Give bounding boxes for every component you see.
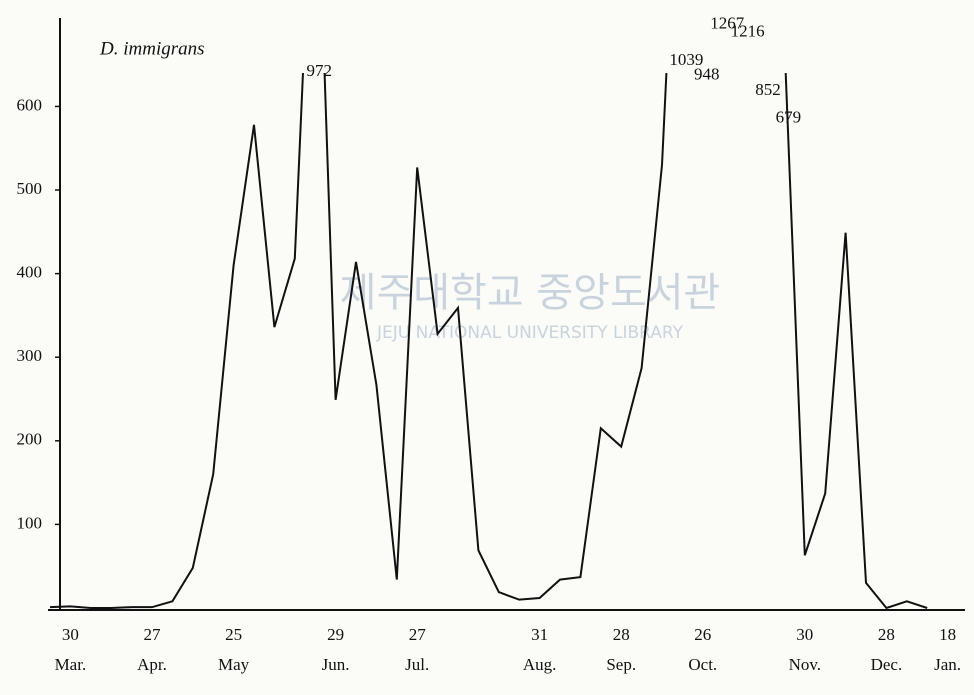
x-tick-label: 30 Nov. xyxy=(788,625,822,674)
y-tick-label: 100 xyxy=(17,513,43,532)
data-label: 852 xyxy=(755,80,781,99)
y-tick-label: 400 xyxy=(17,263,43,282)
x-tick-label: 28 Sep. xyxy=(606,625,637,674)
watermark: 제주대학교 중앙도서관 xyxy=(340,270,721,316)
data-label: 1039 xyxy=(669,50,703,69)
x-tick-label: 18 Jan. xyxy=(934,625,962,674)
x-tick-label: 26 Oct. xyxy=(688,625,718,674)
data-label: 972 xyxy=(306,61,332,80)
x-tick-label: 29 Jun. xyxy=(321,625,350,674)
chart-title: D. immigrans xyxy=(99,38,205,59)
data-label: 1216 xyxy=(731,22,765,41)
watermark: JEJU NATIONAL UNIVERSITY LIBRARY xyxy=(376,323,684,343)
data-line xyxy=(49,73,928,610)
y-tick-label: 200 xyxy=(17,430,43,449)
x-tick-label: 31 Aug. xyxy=(522,625,557,674)
y-tick-label: 600 xyxy=(17,95,43,114)
data-label: 1267 xyxy=(710,14,745,33)
x-tick-label: 30 Mar. xyxy=(54,625,87,674)
x-tick-label: 27 Apr. xyxy=(137,625,167,674)
y-tick-label: 500 xyxy=(17,179,43,198)
y-tick-label: 300 xyxy=(17,346,43,365)
x-tick-label: 28 Dec. xyxy=(870,625,903,674)
x-tick-label: 27 Jul. xyxy=(405,625,430,674)
x-tick-label: 25 May xyxy=(218,625,250,674)
data-label: 679 xyxy=(776,108,802,127)
data-label: 948 xyxy=(694,65,720,84)
